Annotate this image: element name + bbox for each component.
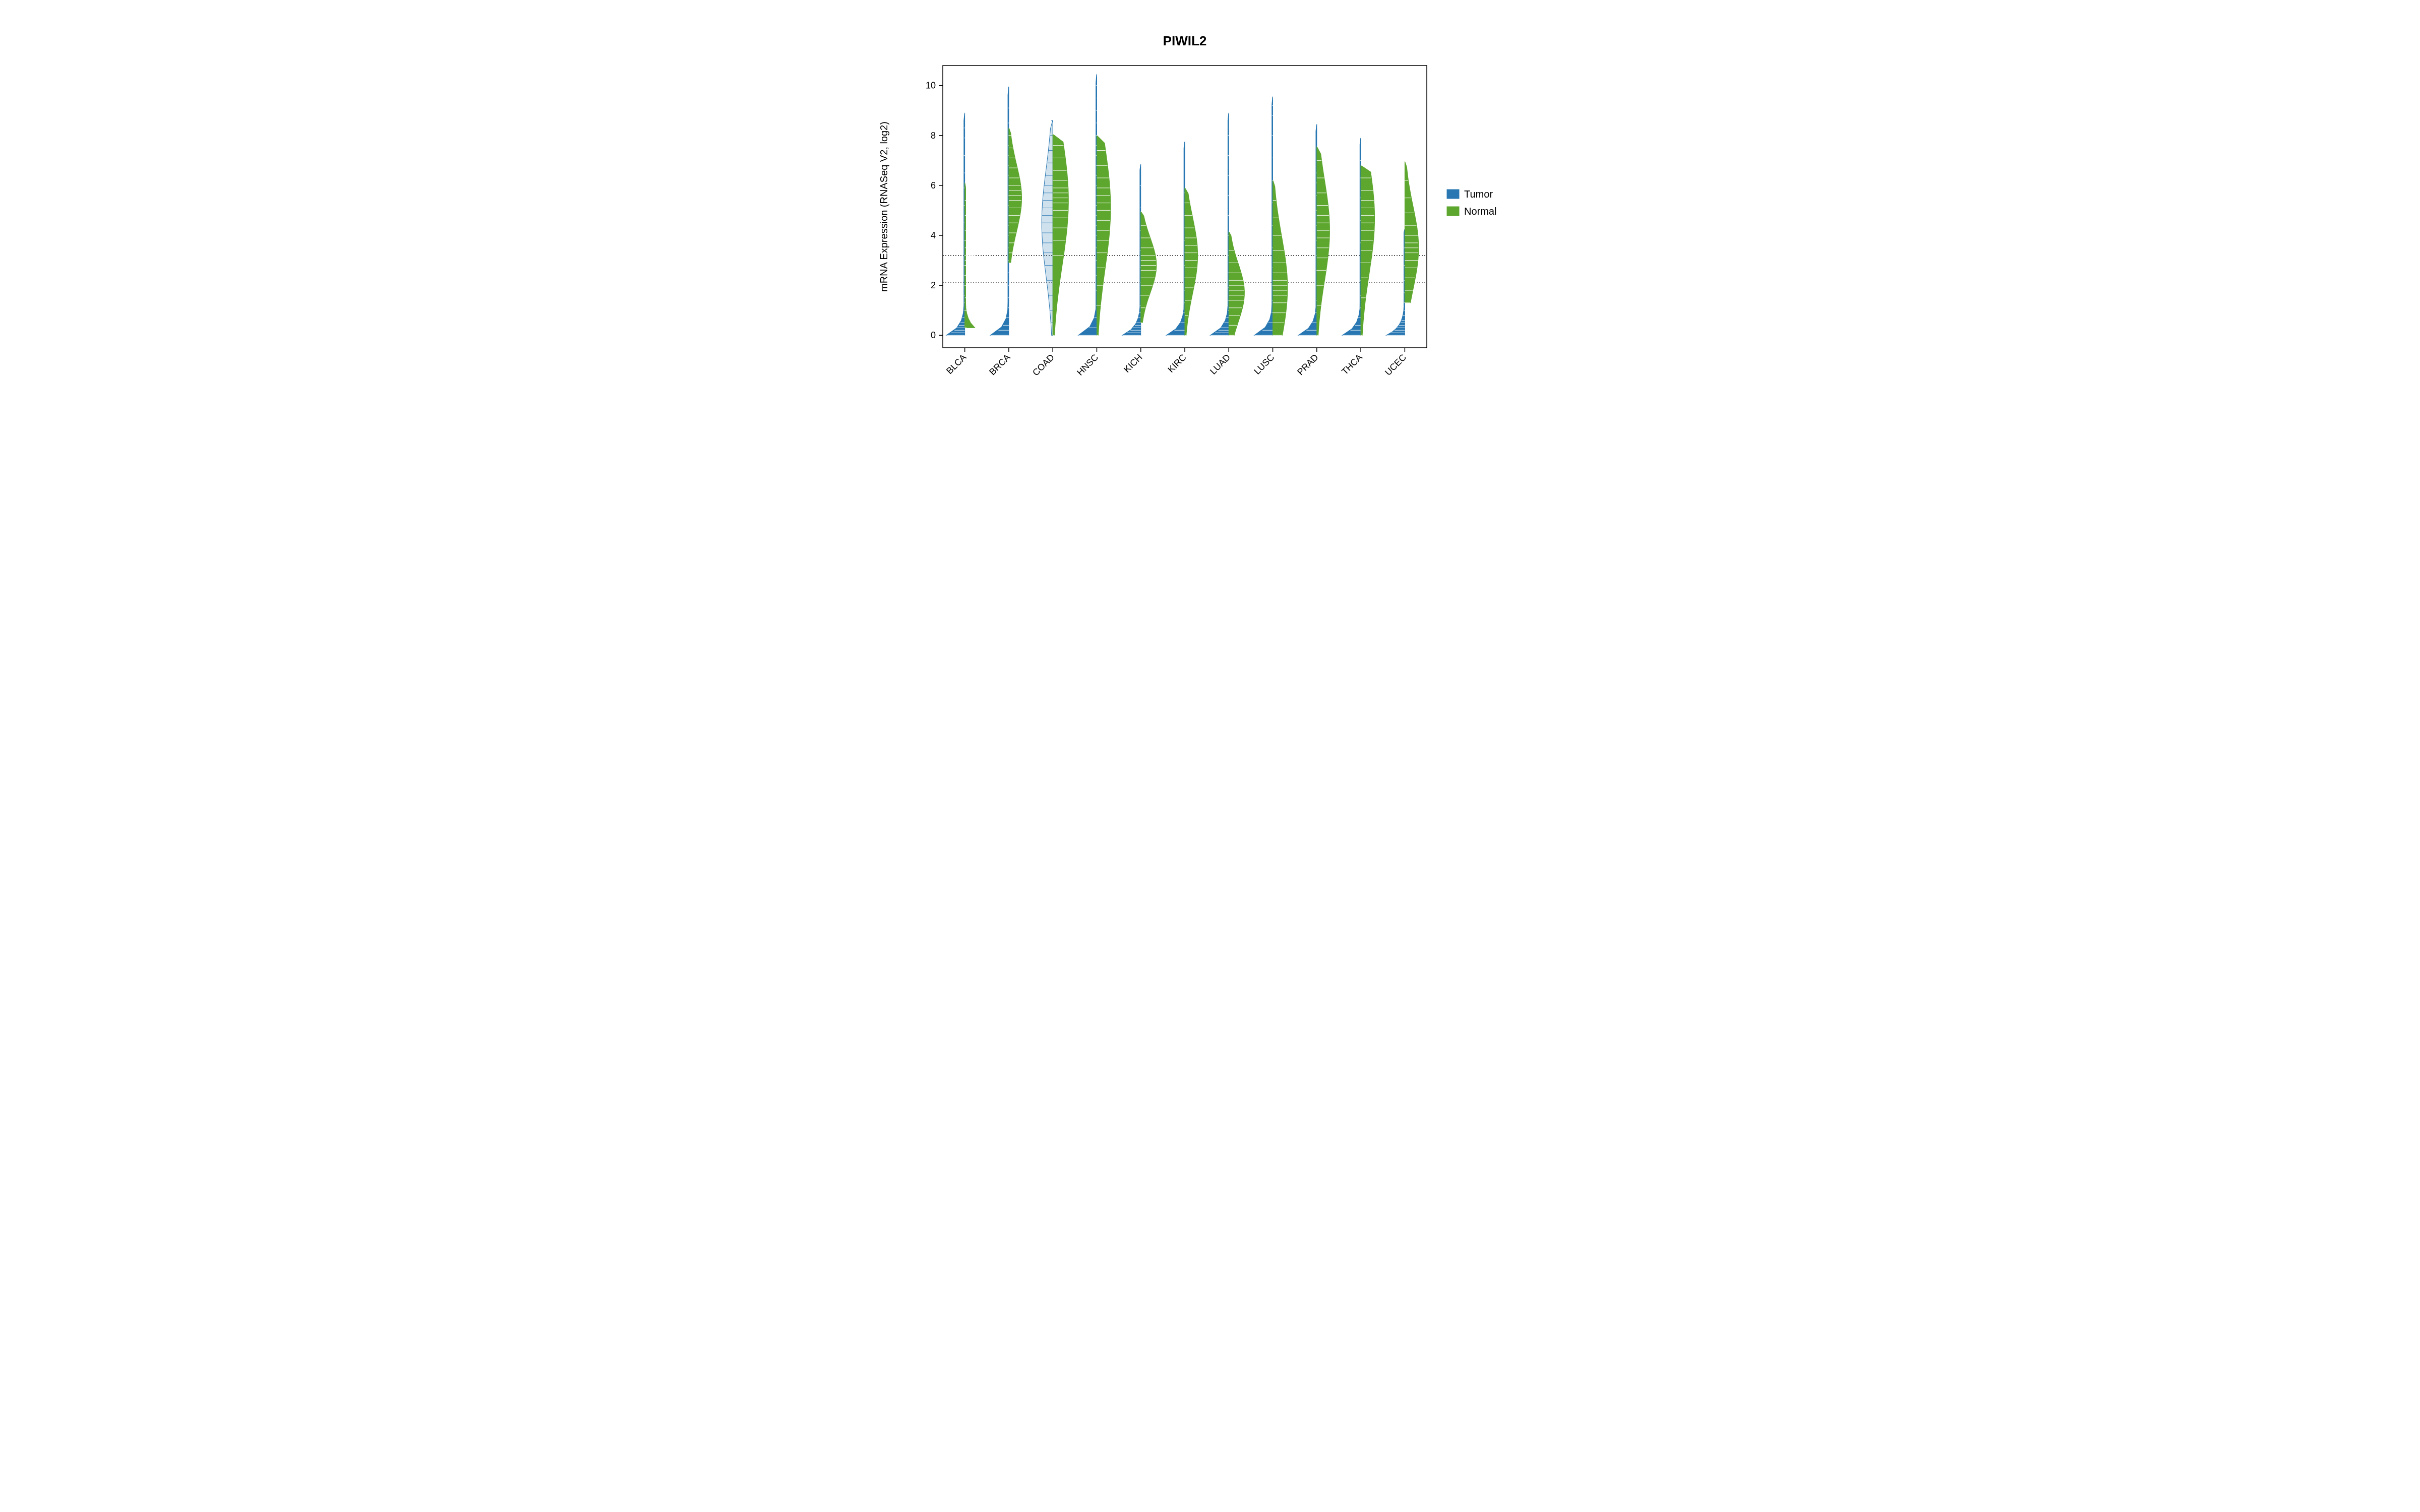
category-HNSC [1078, 74, 1111, 335]
category-LUSC [1254, 97, 1288, 335]
normal-bean [1317, 147, 1330, 335]
normal-bean [1273, 180, 1288, 335]
x-category-label: PRAD [1295, 352, 1320, 377]
category-COAD [1042, 120, 1068, 335]
tumor-bean [990, 87, 1009, 335]
y-tick-label: 10 [926, 81, 936, 91]
chart-title: PIWIL2 [1163, 33, 1207, 48]
legend-label: Tumor [1464, 189, 1493, 200]
category-KICH [1122, 164, 1157, 335]
normal-bean [1405, 162, 1419, 303]
y-tick-label: 6 [931, 180, 936, 191]
tumor-bean [1042, 120, 1053, 335]
tumor-bean [1254, 97, 1273, 335]
x-category-label: LUSC [1252, 352, 1276, 376]
x-category-label: BLCA [944, 352, 968, 376]
normal-bean [1053, 134, 1068, 335]
expression-violin-plot: PIWIL2 mRNA Expression (RNASeq V2, log2) 0… [857, 20, 1563, 433]
tumor-bean [1342, 138, 1361, 336]
legend-swatch [1447, 207, 1459, 216]
category-PRAD [1298, 124, 1329, 335]
category-BRCA [990, 87, 1021, 335]
category-THCA [1342, 138, 1374, 336]
tumor-bean [1211, 113, 1229, 335]
tumor-bean [1298, 124, 1317, 336]
x-category-label: LUAD [1208, 352, 1232, 376]
category-LUAD [1211, 113, 1245, 335]
x-category-label: THCA [1340, 352, 1364, 377]
y-tick-label: 2 [931, 280, 936, 290]
y-tick-label: 4 [931, 230, 936, 240]
tumor-bean [946, 113, 965, 335]
tumor-bean [1386, 229, 1405, 336]
normal-bean [1229, 232, 1244, 336]
normal-bean [1185, 188, 1198, 335]
x-category-label: KICH [1122, 352, 1144, 375]
x-category-label: BRCA [987, 352, 1012, 377]
tumor-bean [1122, 164, 1141, 335]
x-category-label: COAD [1031, 352, 1056, 378]
category-KIRC [1166, 142, 1197, 335]
x-category-label: UCEC [1383, 352, 1408, 377]
x-category-label: KIRC [1166, 352, 1188, 375]
legend-swatch [1447, 190, 1459, 199]
category-BLCA [946, 113, 975, 335]
tumor-bean [1078, 74, 1097, 335]
normal-bean [1141, 212, 1157, 323]
chart-container: PIWIL2 mRNA Expression (RNASeq V2, log2) 0… [20, 20, 2400, 433]
tumor-bean [1166, 142, 1185, 335]
category-UCEC [1386, 162, 1419, 335]
y-tick-label: 8 [931, 131, 936, 141]
legend: Tumor Normal [1447, 189, 1496, 217]
x-category-label: HNSC [1075, 352, 1100, 377]
legend-label: Normal [1464, 206, 1496, 217]
y-axis-label: mRNA Expression (RNASeq V2, log2) [879, 121, 890, 292]
y-tick-label: 0 [931, 330, 936, 340]
